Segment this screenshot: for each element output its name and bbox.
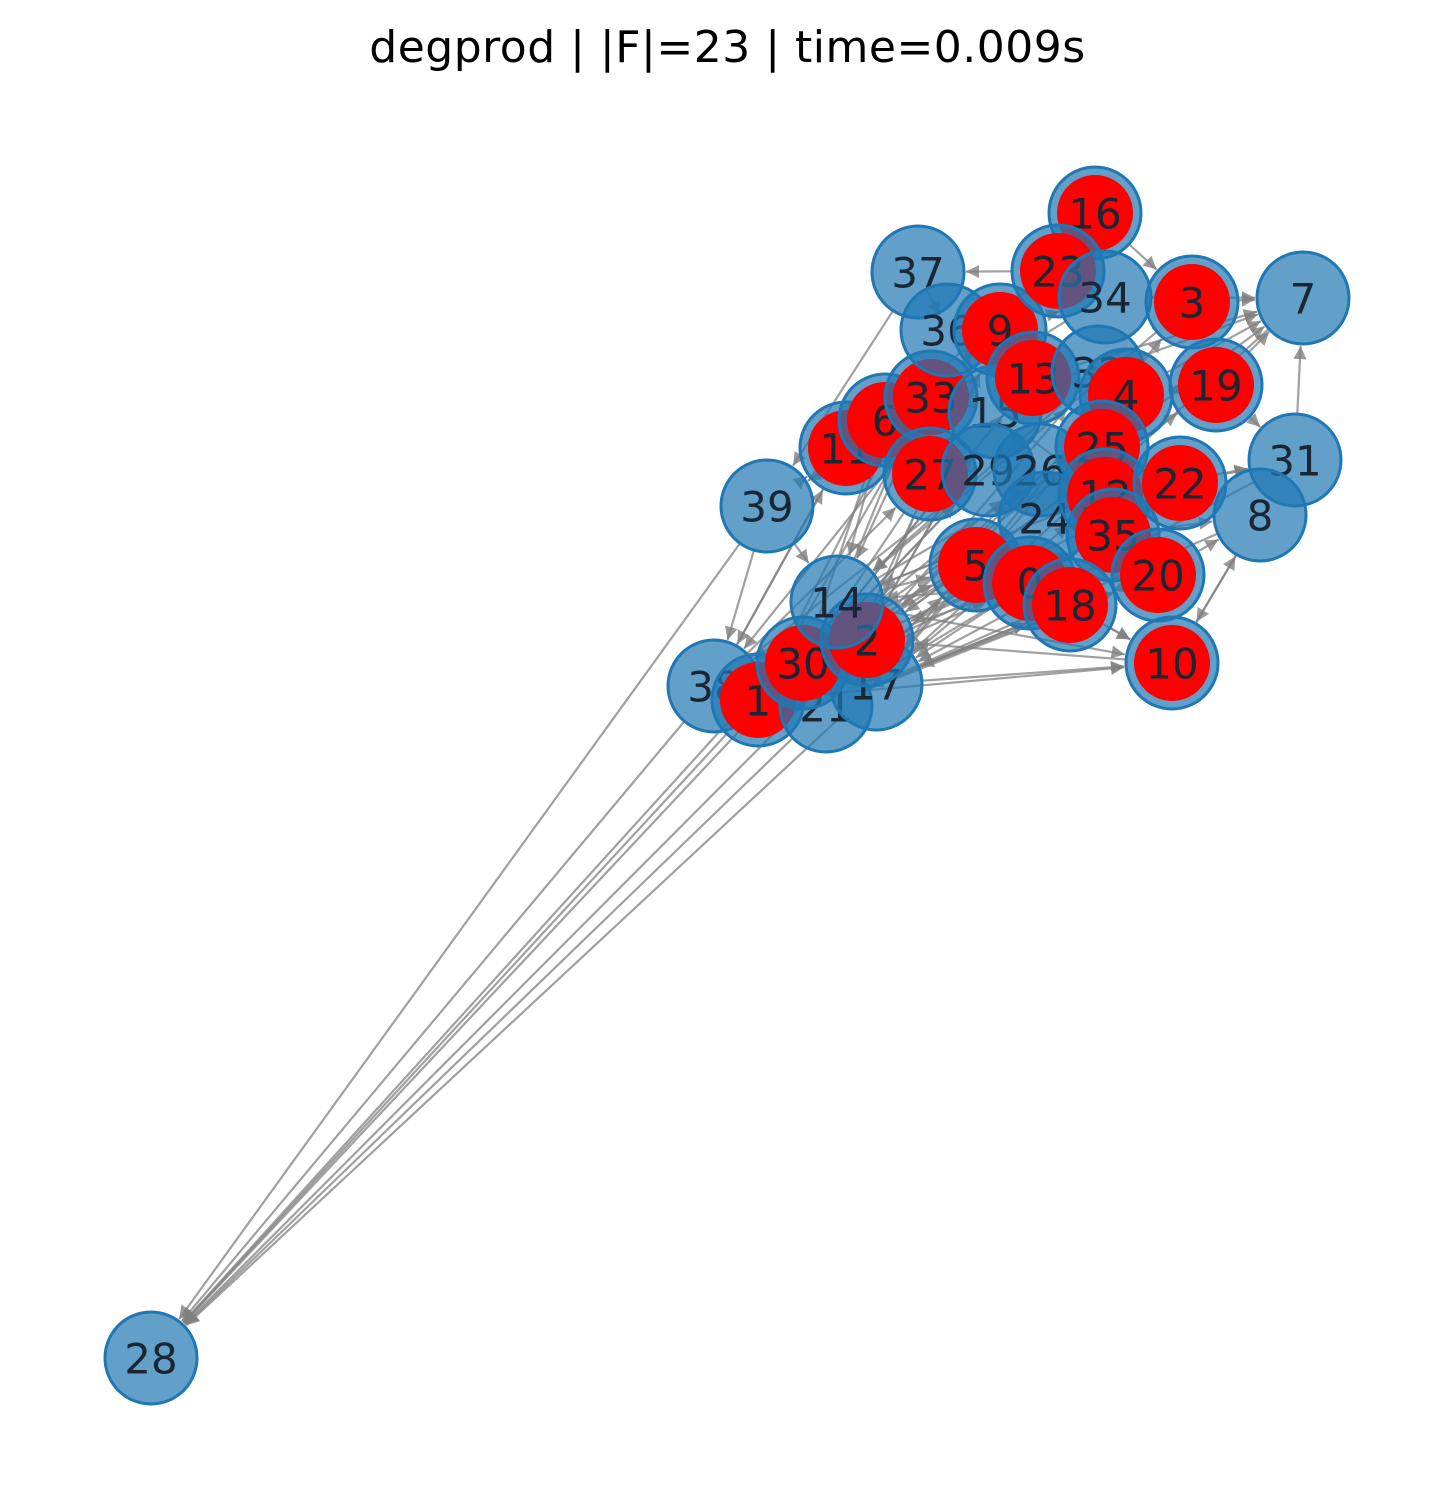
- edge-38-28: [180, 720, 686, 1322]
- edge-30-28: [183, 695, 773, 1324]
- chart-title: degprod | |F|=23 | time=0.009s: [369, 22, 1086, 73]
- node-label: 10: [1145, 640, 1198, 689]
- node-label: 13: [1006, 355, 1059, 404]
- node-label: 3: [1179, 279, 1206, 328]
- edge-17-10: [921, 660, 1125, 682]
- edge-39-14: [793, 542, 810, 564]
- edge-16-3: [1128, 243, 1158, 271]
- node-2[interactable]: 2: [819, 592, 915, 688]
- node-7[interactable]: 7: [1255, 250, 1351, 346]
- node-label: 22: [1153, 460, 1206, 509]
- node-18[interactable]: 18: [1022, 557, 1118, 653]
- edge-39-28: [178, 542, 741, 1320]
- selected-marker: [1142, 445, 1218, 521]
- node-circle: [719, 458, 815, 554]
- selected-marker: [1032, 567, 1108, 643]
- node-label: 14: [810, 579, 863, 628]
- node-22[interactable]: 22: [1132, 435, 1228, 531]
- node-label: 7: [1290, 275, 1317, 324]
- selected-marker: [1154, 264, 1230, 340]
- node-13[interactable]: 13: [985, 330, 1081, 426]
- node-circle: [789, 554, 885, 650]
- node-label: 28: [124, 1335, 177, 1384]
- selected-marker: [1120, 537, 1196, 613]
- selected-marker: [1134, 625, 1210, 701]
- node-label: 20: [1131, 552, 1184, 601]
- edge-39-38: [724, 549, 756, 641]
- node-10[interactable]: 10: [1124, 615, 1220, 711]
- node-14[interactable]: 14: [789, 554, 885, 650]
- node-28[interactable]: 28: [103, 1310, 199, 1406]
- node-8[interactable]: 8: [1212, 467, 1308, 563]
- node-34[interactable]: 34: [1057, 249, 1153, 345]
- edge-2-28: [184, 671, 836, 1325]
- node-circle: [103, 1310, 199, 1406]
- edge-14-5: [881, 574, 930, 592]
- node-circle: [1212, 467, 1308, 563]
- edge-10-2: [914, 638, 1127, 661]
- edge-3-7: [1237, 293, 1256, 307]
- node-circle: [1255, 250, 1351, 346]
- edge-19-7: [1247, 331, 1270, 354]
- node-label: 18: [1043, 582, 1096, 631]
- node-label: 39: [740, 483, 793, 532]
- edge-8-10: [1195, 553, 1238, 623]
- node-39[interactable]: 39: [719, 458, 815, 554]
- edge-19-31: [1246, 413, 1261, 428]
- edge-14-28: [182, 635, 807, 1324]
- node-3[interactable]: 3: [1144, 254, 1240, 350]
- node-layer: 2838121173021439116332737369152926241332…: [103, 165, 1351, 1406]
- node-label: 8: [1247, 492, 1274, 541]
- selected-marker: [1178, 347, 1254, 423]
- edge-17-28: [185, 714, 844, 1327]
- node-20[interactable]: 20: [1110, 527, 1206, 623]
- edge-21-28: [184, 737, 794, 1326]
- edge-1-28: [182, 733, 728, 1324]
- edge-20-8: [1197, 538, 1220, 553]
- node-19[interactable]: 19: [1168, 337, 1264, 433]
- edge-18-10: [1109, 626, 1131, 641]
- node-label: 19: [1189, 362, 1242, 411]
- edge-31-7: [1293, 345, 1307, 415]
- selected-marker: [995, 340, 1071, 416]
- node-label: 34: [1078, 274, 1131, 323]
